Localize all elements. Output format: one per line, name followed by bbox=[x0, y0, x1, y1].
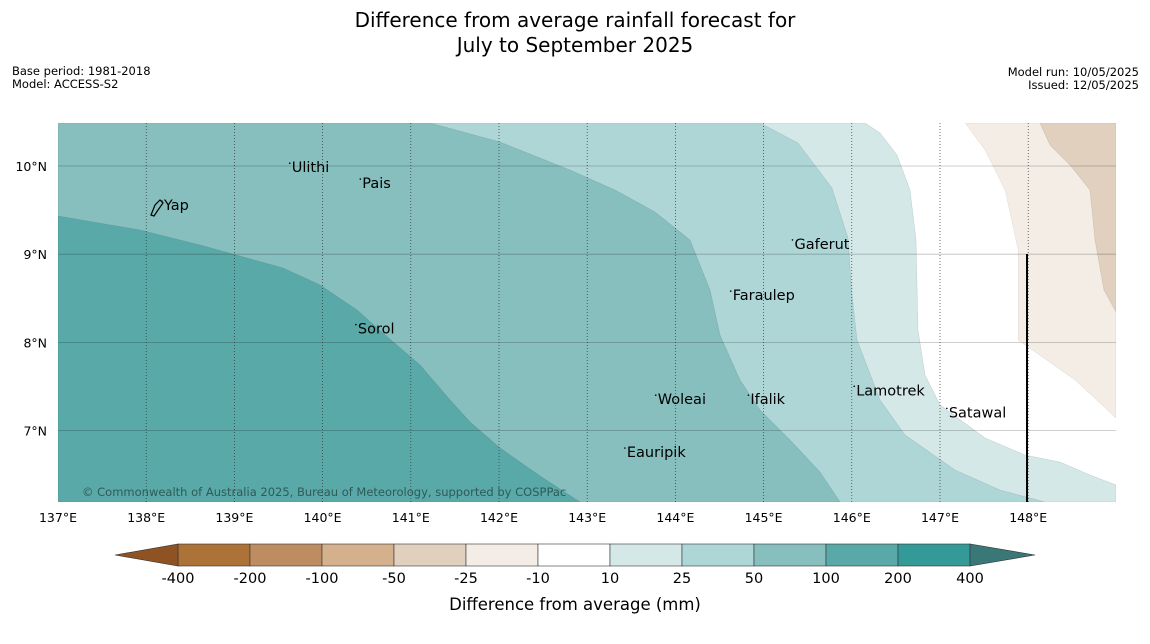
colorbar-segment bbox=[537, 543, 611, 567]
colorbar-tick-label: 400 bbox=[956, 571, 984, 587]
longitude-label: 137°E bbox=[39, 510, 77, 525]
colorbar-segment bbox=[681, 543, 755, 567]
band-10-25-strip bbox=[865, 123, 1116, 485]
copyright-text: © Commonwealth of Australia 2025, Bureau… bbox=[82, 485, 566, 499]
place-labels: Yap Ulithi Pais Gaferut Faraulep Sorol Lamotre… bbox=[161, 160, 1006, 461]
graticule bbox=[58, 123, 1116, 502]
colorbar-tick-labels: -400 -200 -100 -50 -25 -10 10 25 50 100 200 400 bbox=[162, 571, 984, 587]
place-marker bbox=[624, 447, 626, 449]
longitude-label: 143°E bbox=[568, 510, 606, 525]
longitude-label: 147°E bbox=[921, 510, 959, 525]
colorbar-tick-label: -400 bbox=[162, 571, 195, 587]
place-label: Ifalik bbox=[750, 392, 785, 408]
latitude-label: 7°N bbox=[23, 424, 47, 439]
yap-island-outline bbox=[150, 199, 164, 217]
title-line-1: Difference from average rainfall forecas… bbox=[354, 8, 796, 32]
place-marker bbox=[359, 178, 362, 180]
band-neg50-neg25 bbox=[1039, 123, 1116, 313]
place-label: Pais bbox=[362, 176, 391, 192]
place-marker bbox=[747, 394, 750, 396]
longitude-label: 148°E bbox=[1009, 510, 1047, 525]
place-label: Satawal bbox=[949, 405, 1006, 421]
longitude-label: 139°E bbox=[215, 510, 253, 525]
place-marker bbox=[654, 394, 657, 396]
place-label: Sorol bbox=[358, 322, 395, 338]
colorbar-tick-label: 25 bbox=[673, 571, 691, 587]
longitude-label: 141°E bbox=[392, 510, 430, 525]
longitude-label: 146°E bbox=[833, 510, 871, 525]
place-marker bbox=[946, 407, 948, 410]
colorbar-segment bbox=[177, 543, 251, 567]
colorbar-segment bbox=[753, 543, 827, 567]
meta-left: Base period: 1981-2018 Model: ACCESS-S2 bbox=[12, 65, 151, 91]
base-period-text: Base period: 1981-2018 bbox=[12, 64, 151, 78]
model-run-text: Model run: 10/05/2025 bbox=[1007, 65, 1139, 79]
place-marker bbox=[791, 239, 794, 241]
place-marker bbox=[355, 323, 357, 326]
colorbar-tick-label: 100 bbox=[812, 571, 840, 587]
colorbar-tick-label: -50 bbox=[382, 571, 406, 587]
colorbar-tick-label: -10 bbox=[526, 571, 550, 587]
issued-text: Issued: 12/05/2025 bbox=[1028, 78, 1139, 92]
colorbar-tick-label: -200 bbox=[234, 571, 267, 587]
longitude-label: 142°E bbox=[480, 510, 518, 525]
colorbar-high-extend bbox=[969, 543, 1036, 567]
chart-title: Difference from average rainfall forecas… bbox=[0, 8, 1150, 58]
colorbar-segment bbox=[897, 543, 971, 567]
colorbar-tick-label: 10 bbox=[601, 571, 619, 587]
longitude-label: 140°E bbox=[304, 510, 342, 525]
place-label: Woleai bbox=[658, 392, 706, 408]
place-marker bbox=[729, 290, 732, 292]
place-label: Yap bbox=[163, 198, 189, 214]
colorbar-segment bbox=[465, 543, 539, 567]
latitude-label: 10°N bbox=[15, 159, 47, 174]
place-label: Gaferut bbox=[794, 237, 849, 253]
colorbar-tick-label: 50 bbox=[745, 571, 763, 587]
place-label: Lamotrek bbox=[856, 383, 925, 399]
place-label: Faraulep bbox=[733, 288, 795, 304]
meta-right: Model run: 10/05/2025 Issued: 12/05/2025 bbox=[1008, 66, 1139, 92]
colorbar-segment bbox=[393, 543, 467, 567]
model-text: Model: ACCESS-S2 bbox=[12, 77, 119, 91]
colorbar-segment bbox=[321, 543, 395, 567]
longitude-label: 138°E bbox=[127, 510, 165, 525]
place-marker bbox=[161, 200, 163, 202]
place-marker bbox=[853, 385, 856, 388]
place-label: Eauripik bbox=[627, 445, 686, 461]
longitude-label: 145°E bbox=[745, 510, 783, 525]
place-marker bbox=[288, 162, 291, 164]
colorbar-tick-label: -25 bbox=[454, 571, 478, 587]
latitude-label: 8°N bbox=[23, 335, 47, 350]
longitude-label: 144°E bbox=[656, 510, 694, 525]
latitude-labels: 10°N 9°N 8°N 7°N bbox=[15, 159, 47, 439]
colorbar-title: Difference from average (mm) bbox=[449, 595, 701, 614]
longitude-labels: 137°E 138°E 139°E 140°E 141°E 142°E 143°E 144°E… bbox=[39, 510, 1047, 525]
place-label: Ulithi bbox=[292, 160, 330, 176]
title-line-2: July to September 2025 bbox=[456, 33, 694, 57]
colorbar-segment bbox=[609, 543, 683, 567]
colorbar-segment bbox=[249, 543, 323, 567]
colorbar-tick-label: 200 bbox=[884, 571, 912, 587]
colorbar-segment bbox=[825, 543, 899, 567]
colorbar-tick-label: -100 bbox=[306, 571, 339, 587]
colorbar bbox=[114, 543, 1036, 567]
latitude-label: 9°N bbox=[23, 247, 47, 262]
band-gt-200 bbox=[58, 215, 581, 502]
colorbar-low-extend bbox=[114, 543, 179, 567]
